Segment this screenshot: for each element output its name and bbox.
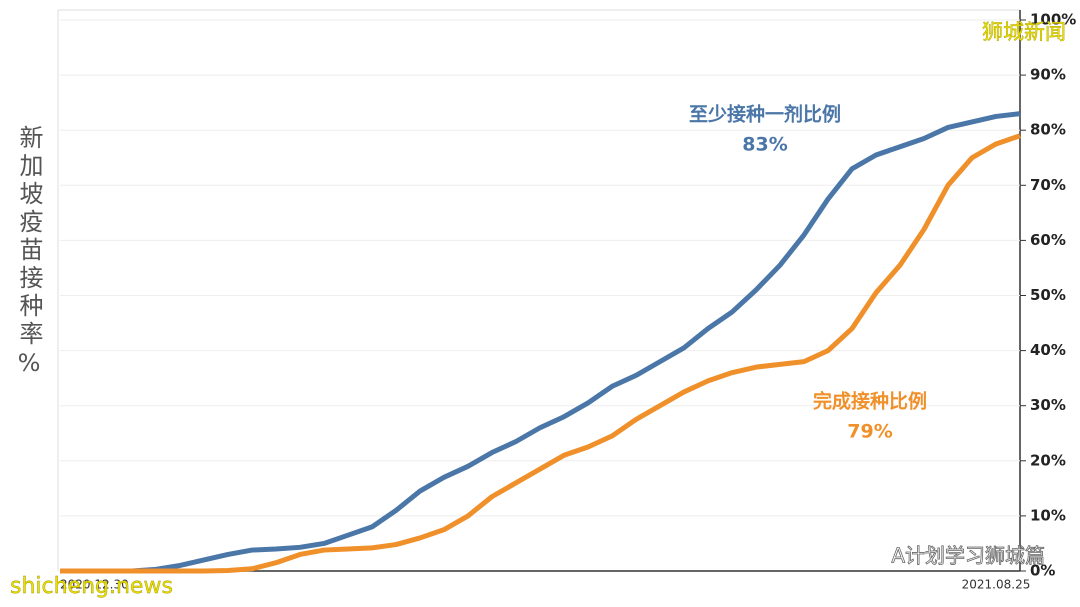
y-tick-label: 60%: [1030, 231, 1066, 249]
y-tick-label: 80%: [1030, 121, 1066, 139]
series-line: [60, 111, 1021, 574]
y-tick-label: 90%: [1030, 66, 1066, 84]
y-tick-label: 100%: [1030, 11, 1076, 29]
x-tick-label: 2020.12.30: [60, 578, 129, 592]
y-tick-label: 10%: [1030, 506, 1066, 524]
y-tick-label: 20%: [1030, 451, 1066, 469]
x-tick-label: 2021.08.25: [962, 578, 1031, 592]
series-annotation: 完成接种比例: [813, 390, 927, 413]
series-value-label: 79%: [847, 421, 892, 443]
y-axis-label: 新加坡疫苗接种率%: [15, 125, 43, 381]
y-tick-label: 50%: [1030, 286, 1066, 304]
series-line: [60, 133, 1021, 574]
series-annotation: 至少接种一剂比例: [689, 103, 841, 126]
y-tick-label: 70%: [1030, 176, 1066, 194]
series-value-label: 83%: [742, 134, 787, 156]
y-tick-label: 30%: [1030, 396, 1066, 414]
watermark: A计划学习狮城篇: [891, 544, 1045, 568]
watermark: 狮城新闻: [982, 20, 1066, 44]
y-tick-label: 40%: [1030, 341, 1066, 359]
y-tick-label: 0%: [1030, 562, 1055, 580]
watermark: shicheng.news: [10, 574, 173, 599]
